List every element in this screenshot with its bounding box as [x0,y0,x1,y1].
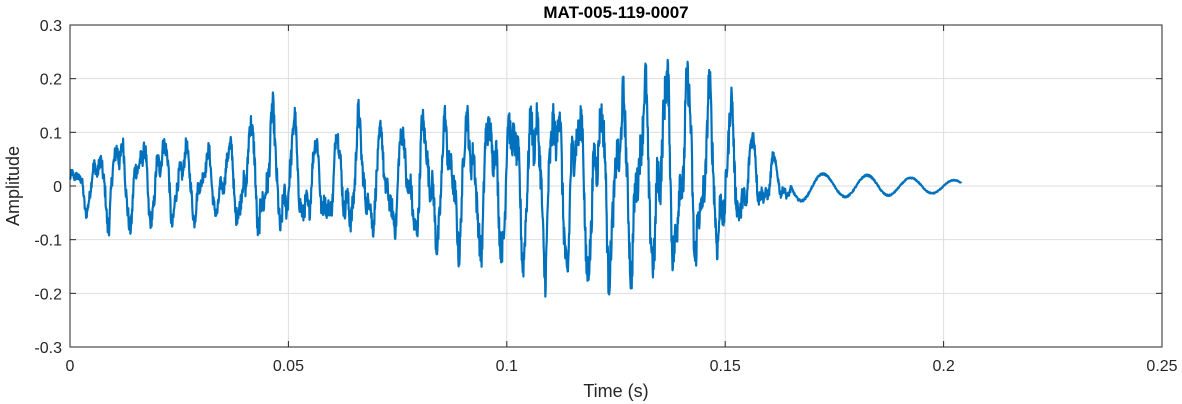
x-tick-label: 0.25 [1146,358,1177,375]
chart-title: MAT-005-119-0007 [543,3,688,22]
x-tick-label: 0.1 [496,358,518,375]
x-axis-label: Time (s) [583,381,648,401]
y-tick-label: 0 [53,179,62,196]
y-tick-label: -0.3 [34,340,62,357]
signal-line [69,58,963,298]
y-tick-label: 0.3 [40,18,62,35]
axis-ticks [69,24,1163,348]
y-tick-labels: -0.3 -0.2 -0.1 0 0.1 0.2 0.3 [34,18,62,357]
x-tick-labels: 0 0.05 0.1 0.15 0.2 0.25 [66,358,1178,375]
x-tick-label: 0.15 [710,358,741,375]
y-axis-label: Amplitude [3,146,23,226]
y-tick-label: 0.2 [40,72,62,89]
y-tick-label: 0.1 [40,125,62,142]
x-tick-label: 0 [66,358,75,375]
y-tick-label: -0.1 [34,233,62,250]
y-tick-label: -0.2 [34,286,62,303]
x-tick-label: 0.2 [932,358,954,375]
x-tick-label: 0.05 [273,358,304,375]
